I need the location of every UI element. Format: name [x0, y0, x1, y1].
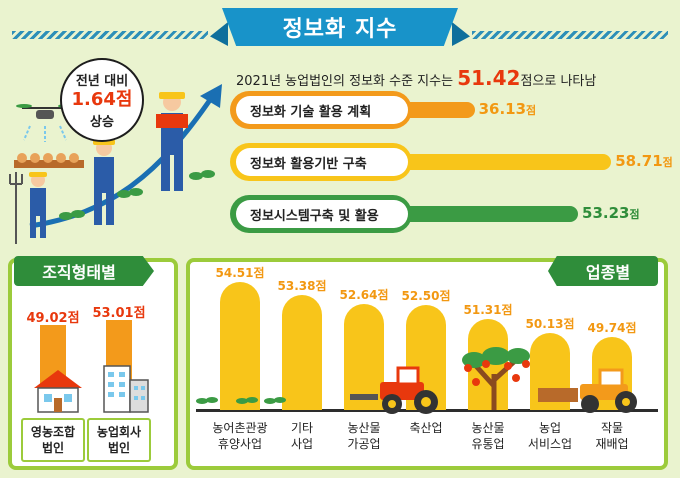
farmer-icon — [29, 172, 47, 238]
industry-label: 농산물 가공업 — [347, 421, 381, 451]
index-bar-value-number: 58.71 — [615, 152, 663, 170]
industry-bar — [220, 282, 260, 410]
pitchfork-icon — [9, 172, 23, 244]
industry-value: 49.74점 — [587, 320, 637, 335]
farmer-icon — [156, 92, 188, 191]
index-bar-value: 36.13점 — [479, 100, 537, 118]
industry-value: 52.64점 — [339, 287, 389, 302]
org-type-label: 영농조합 법인 — [21, 418, 85, 462]
industry-label: 농업 서비스업 — [527, 421, 573, 451]
tractor-icon — [350, 366, 438, 414]
index-bar-label: 정보화 활용기반 구축 — [236, 148, 408, 176]
industry-bar — [282, 295, 322, 410]
page-title: 정보화 지수 — [222, 8, 458, 46]
org-type-tab: 조직형태별 — [14, 256, 154, 286]
seedling-icon — [59, 170, 215, 220]
org-type-value: 53.01점 — [92, 306, 146, 321]
index-bar-value-unit: 점 — [629, 208, 640, 221]
house-icon — [34, 370, 82, 413]
industry-value: 54.51점 — [215, 266, 265, 281]
index-bar-value-number: 36.13 — [478, 100, 527, 118]
industry-label: 기타 사업 — [290, 421, 314, 451]
industry-value: 50.13점 — [525, 316, 575, 331]
header-hatch-left — [12, 31, 208, 39]
rising-arrow-icon — [29, 92, 217, 229]
industry-label: 작물 재배업 — [595, 421, 629, 451]
index-bar — [396, 102, 475, 118]
index-bar-value-number: 53.23 — [582, 204, 630, 222]
farmer-icon — [93, 139, 115, 225]
yoy-direction: 상승 — [90, 115, 114, 130]
index-bar-value: 58.71점 — [615, 152, 673, 170]
industry-value: 53.38점 — [277, 279, 327, 294]
title-ribbon-fold-left — [210, 22, 228, 46]
org-type-label: 농업회사 법인 — [87, 418, 151, 462]
industry-tab: 업종별 — [548, 256, 658, 286]
yoy-value: 1.64점 — [71, 89, 133, 110]
summary-suffix: 점으로 나타남 — [520, 74, 597, 89]
industry-value: 51.31점 — [463, 302, 513, 317]
index-bar — [396, 154, 612, 170]
summary-line: 2021년 농업법인의 정보화 수준 지수는 51.42점으로 나타남 — [236, 66, 596, 90]
industry-label: 농어촌관광 휴양사업 — [212, 421, 268, 451]
org-type-value: 49.02점 — [26, 311, 80, 327]
index-bar-value-unit: 점 — [526, 104, 537, 117]
tractor-icon — [538, 368, 637, 413]
index-bar-label: 정보화 기술 활용 계획 — [236, 96, 408, 124]
summary-prefix: 2021년 농업법인의 정보화 수준 지수는 — [236, 74, 458, 89]
index-bar-label: 정보시스템구축 및 활용 — [236, 200, 408, 228]
fruit-tree-icon — [462, 347, 530, 410]
header-hatch-right — [472, 31, 668, 39]
growth-illustration — [9, 84, 222, 244]
industry-value: 52.50점 — [401, 289, 451, 304]
yoy-label: 전년 대비 — [75, 74, 129, 89]
industry-bar — [344, 303, 384, 410]
industry-label: 축산업 — [409, 421, 443, 435]
index-bar-value-unit: 점 — [662, 156, 673, 169]
building-icon — [103, 365, 149, 413]
index-bar — [396, 206, 579, 222]
yoy-change-bubble: 전년 대비 1.64점 상승 — [60, 58, 144, 142]
title-ribbon-fold-right — [452, 22, 470, 46]
seedling-tray-icon — [14, 153, 84, 168]
index-bar-value: 53.23점 — [582, 204, 640, 222]
seedling-icon — [196, 397, 286, 404]
industry-label: 농산물 유통업 — [471, 421, 505, 451]
summary-index-value: 51.42 — [457, 66, 521, 90]
